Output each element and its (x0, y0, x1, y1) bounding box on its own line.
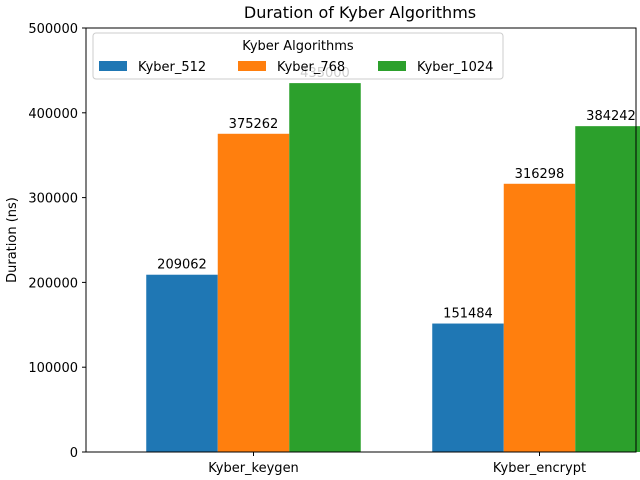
x-tick-label: Kyber_keygen (208, 461, 299, 476)
data-label: 209062 (157, 258, 207, 273)
data-label: 316298 (515, 167, 565, 182)
data-label: 384242 (586, 109, 636, 124)
bar-kyber-512-kyber-encrypt (432, 323, 504, 452)
y-axis-label: Duration (ns) (5, 197, 20, 283)
data-label: 375262 (229, 117, 279, 132)
legend-entry-label: Kyber_1024 (417, 60, 493, 75)
legend: Kyber Algorithms Kyber_512 Kyber_768 Kyber_… (92, 32, 504, 80)
y-tick-label: 400000 (28, 107, 78, 122)
chart-title: Duration of Kyber Algorithms (244, 3, 476, 22)
axes-frame (85, 27, 637, 453)
y-tick-label: 200000 (28, 276, 78, 291)
bar-kyber-768-kyber-encrypt (503, 183, 576, 452)
legend-title: Kyber Algorithms (242, 39, 354, 54)
y-tick-label: 0 (70, 446, 78, 461)
legend-entry-label: Kyber_768 (277, 60, 345, 75)
y-tick-label: 500000 (28, 22, 78, 37)
legend-swatch (238, 61, 266, 71)
legend-entry-label: Kyber_512 (138, 60, 206, 75)
bar-kyber-768-kyber-keygen (217, 133, 290, 452)
data-label: 151484 (443, 307, 493, 322)
y-tick-label: 300000 (28, 192, 78, 207)
plot-area: 2090621514843752623162984350003842420100… (28, 22, 640, 476)
y-tick-label: 100000 (28, 361, 78, 376)
bar-kyber-1024-kyber-encrypt (575, 126, 640, 452)
legend-swatch (378, 61, 406, 71)
legend-swatch (99, 61, 127, 71)
bar-kyber-1024-kyber-keygen (289, 83, 361, 453)
bar-kyber-512-kyber-keygen (146, 274, 218, 452)
x-tick-label: Kyber_encrypt (493, 461, 586, 476)
